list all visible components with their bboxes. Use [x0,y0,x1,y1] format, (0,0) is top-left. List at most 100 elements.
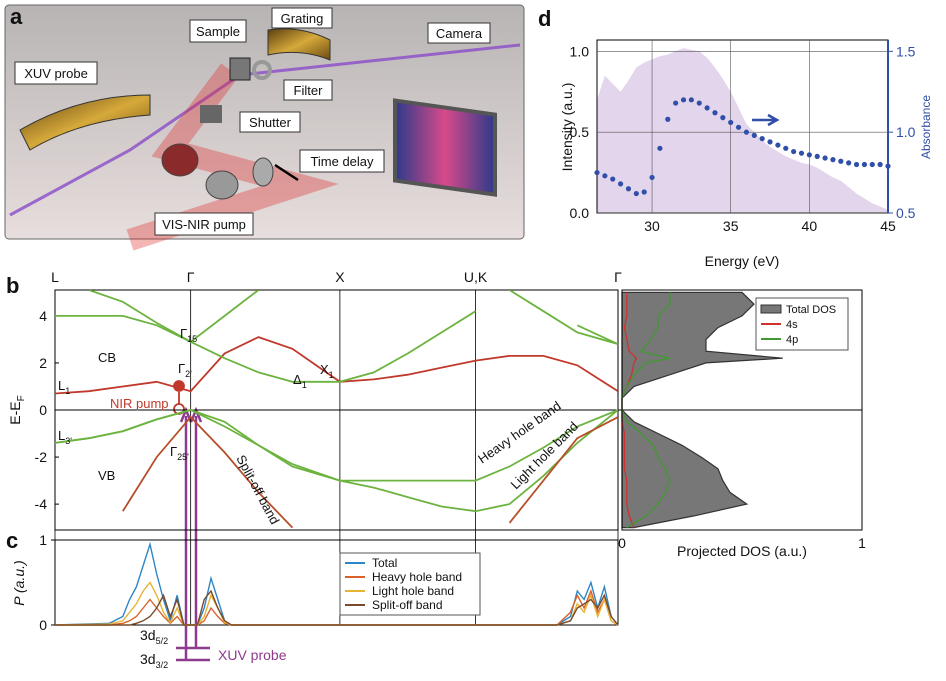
annotation-base: L [58,428,65,443]
y-tick-label: 0.5 [570,124,590,140]
data-point [688,97,694,103]
callout: VIS-NIR pump [154,212,254,236]
annotation-base: L [58,378,65,393]
line [54,541,619,626]
callout: Shutter [239,111,301,133]
data-point [877,161,883,168]
x-tick-label: 35 [723,218,739,234]
data-point [814,153,820,160]
callout: Sample [189,19,247,43]
illustration: a XUV probe Sample Grating Camera Filter… [4,4,525,251]
annotation: 3d3/2 [140,651,168,670]
callout-text: Time delay [310,154,374,169]
annotation-base: CB [98,350,116,365]
annotation-sub: 25' [177,452,189,462]
legend-label: Split-off band [372,598,443,612]
legend-label: 4p [786,334,798,346]
legend-swatch [760,304,782,314]
x-tick-label: X [335,269,345,285]
panel-label: a [10,4,23,29]
xuv-mirror [19,94,151,151]
y-tick-label: 1.0 [570,43,590,59]
line [54,581,619,626]
annotation: L3' [58,428,72,446]
callout: Filter [283,79,333,101]
annotation: L1 [58,378,70,396]
annotation: 3d5/2 [140,627,168,646]
data-point [775,142,781,148]
data-point [680,97,687,103]
annotation-sub: 3' [65,436,72,446]
delay-mirror [205,170,239,200]
lens [161,143,199,177]
annotation: Γ25' [170,444,189,462]
data-point [704,105,710,111]
data-point [641,189,647,195]
data-point [633,190,639,197]
data-point [728,119,734,126]
annotation-base: Γ [180,326,187,341]
x-tick-label: 0 [618,535,626,551]
filter [252,60,272,80]
annotation-sub: 1 [329,370,334,380]
data-point [885,163,891,169]
band [88,290,618,345]
x-axis-title: Projected DOS (a.u.) [677,543,807,559]
annotation: VB [98,468,115,483]
annotation-base: X [320,362,329,377]
annotation-sub: 2' [185,369,192,379]
legend-label: Total [372,556,397,570]
annotation-base: XUV probe [218,647,287,663]
y2-tick-label: 0.5 [896,205,916,221]
plot-frame [621,289,863,531]
y-tick-label: 4 [39,308,47,324]
data-point [846,160,852,166]
data-point [838,158,844,164]
callout-text: VIS-NIR pump [162,217,246,232]
y-axis-title: P (a.u.) [11,560,27,605]
data-point [822,155,828,161]
data-point [610,176,616,182]
callout-text: Sample [196,24,240,39]
data-point [594,169,600,176]
area [597,48,888,213]
callout-text: XUV probe [24,66,88,81]
data-point [665,116,671,122]
legend-label: Heavy hole band [372,570,462,584]
y2-tick-label: 1.0 [896,124,916,140]
y2-axis-title: Absorbance [919,95,933,159]
data-point [673,100,679,106]
data-point [696,100,702,106]
band [55,409,618,513]
x-tick-label: Γ [187,269,195,285]
panel-label: b [6,273,19,298]
annotation-base: Γ [170,444,177,459]
x-tick-label: 40 [802,218,818,234]
callout: XUV probe [14,61,98,85]
y-tick-label: 1 [39,532,47,548]
line [55,589,619,626]
annotation-sub: 3/2 [156,660,169,670]
nir-arrow [173,380,185,415]
xuv-beam [9,43,521,217]
legend-label: 4s [786,319,798,331]
delay-mirror [252,157,274,187]
annotation: X1 [320,362,334,380]
data-point [751,132,757,138]
annotation: NIR pump [110,396,169,411]
annotation-base: Γ [178,361,185,376]
annotation-sub: 5/2 [156,636,169,646]
y2-tick-label: 1.5 [896,43,916,59]
data-point [649,174,655,181]
camera [393,98,497,197]
callout: Camera [427,22,491,44]
data-point [657,145,663,151]
panel-label: d [538,6,551,31]
x-tick-label: 45 [880,218,896,234]
dos-area [621,291,783,529]
callout: Time delay [299,149,385,173]
callout-text: Camera [436,26,483,41]
data-point [869,161,875,168]
data-point [625,186,632,192]
callout-text: Shutter [249,115,292,130]
